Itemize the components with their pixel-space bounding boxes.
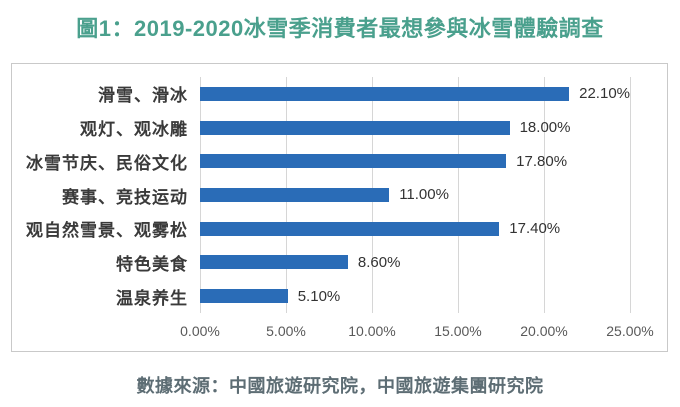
bar — [200, 187, 390, 202]
bar-row: 5.10% — [200, 279, 630, 313]
bar-row: 17.40% — [200, 212, 630, 246]
bar — [200, 255, 348, 270]
plot-area: 22.10% 18.00% 17.80% 11.00% 17.40% 8.60% 5.10% — [200, 77, 631, 313]
category-label: 滑雪、滑冰 — [98, 86, 188, 106]
category-label: 赛事、竞技运动 — [62, 187, 188, 207]
category-axis-labels: 滑雪、滑冰观灯、观冰雕冰雪节庆、民俗文化赛事、竞技运动观自然雪景、观雾松特色美食… — [12, 77, 194, 313]
bar-row: 8.60% — [200, 246, 630, 280]
x-tick-label: 25.00% — [606, 323, 654, 339]
figure-title: 圖1：2019-2020冰雪季消費者最想參與冰雪體驗調查 — [76, 16, 604, 41]
bar — [200, 289, 288, 304]
gridline-15.00% — [458, 77, 459, 313]
category-label: 观灯、观冰雕 — [80, 120, 188, 140]
bar-value-label: 5.10% — [297, 287, 341, 305]
x-tick-label: 0.00% — [180, 323, 220, 339]
bar-row: 17.80% — [200, 144, 630, 178]
gridline-25.00% — [630, 77, 631, 313]
bar-value-label: 11.00% — [399, 186, 449, 204]
x-tick-label: 15.00% — [434, 323, 482, 339]
bar-value-label: 18.00% — [519, 119, 571, 137]
bar — [200, 221, 500, 236]
bar-value-label: 17.80% — [516, 152, 568, 170]
category-label: 冰雪节庆、民俗文化 — [26, 153, 188, 173]
bar — [200, 120, 510, 135]
bar — [200, 86, 570, 101]
bar-value-label: 17.40% — [509, 220, 561, 238]
bar — [200, 154, 507, 169]
x-axis-labels: 0.00% 5.00% 10.00% 15.00% 20.00% 25.00% — [180, 319, 654, 341]
category-label: 观自然雪景、观雾松 — [26, 221, 188, 241]
bar-row: 18.00% — [200, 111, 630, 145]
bar-row: 11.00% — [200, 178, 630, 212]
gridline-20.00% — [544, 77, 545, 313]
x-tick-label: 10.00% — [348, 323, 396, 339]
category-label: 特色美食 — [116, 254, 188, 274]
x-tick-label: 5.00% — [266, 323, 306, 339]
source-note: 數據來源：中國旅遊研究院，中國旅遊集團研究院 — [136, 376, 544, 396]
bar-row: 22.10% — [200, 77, 630, 111]
bar-value-label: 22.10% — [579, 85, 630, 103]
bar-value-label: 8.60% — [357, 253, 401, 271]
x-tick-label: 20.00% — [520, 323, 568, 339]
chart-panel: 滑雪、滑冰观灯、观冰雕冰雪节庆、民俗文化赛事、竞技运动观自然雪景、观雾松特色美食… — [11, 63, 668, 352]
category-label: 温泉养生 — [116, 288, 188, 308]
